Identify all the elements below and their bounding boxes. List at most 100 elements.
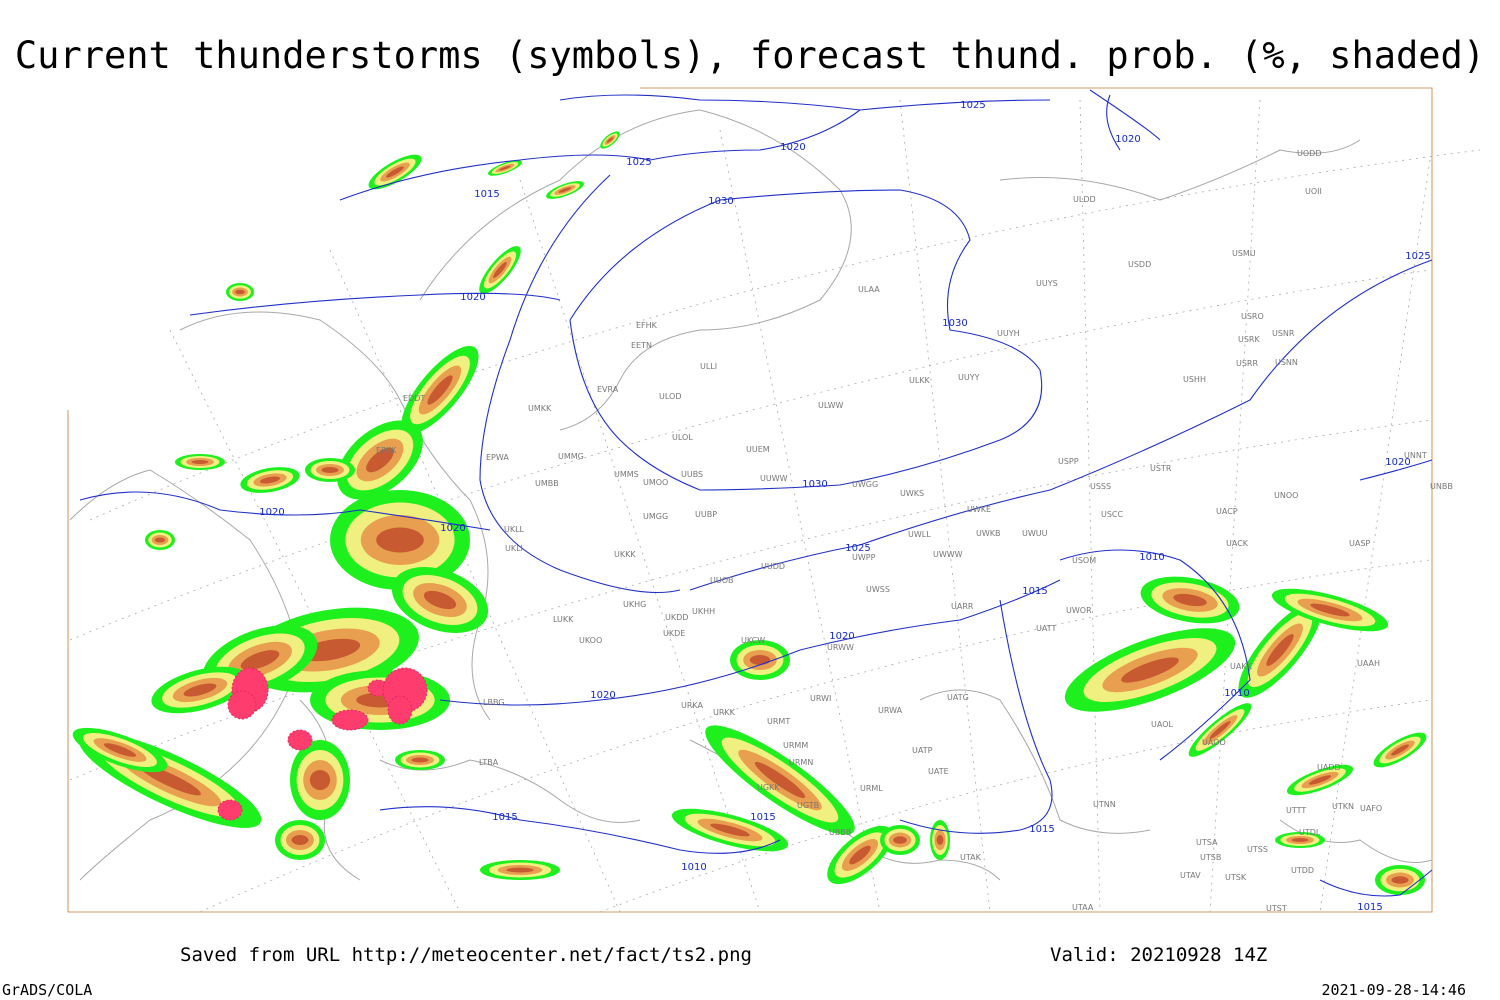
station-label: UKLL — [504, 525, 525, 534]
station-label: UMMG — [558, 452, 584, 461]
isobar-label: 1020 — [590, 690, 615, 701]
station-label: UUBS — [681, 470, 703, 479]
station-label: UKDD — [665, 613, 688, 622]
storm-symbol — [227, 690, 257, 720]
shade-area — [710, 823, 750, 837]
station-label: UAOL — [1151, 720, 1173, 729]
station-label: UNBB — [1430, 482, 1453, 491]
shade-area — [1209, 721, 1231, 739]
station-label: UWOR — [1066, 606, 1092, 615]
station-label: UUDD — [761, 562, 785, 571]
station-label: USRO — [1241, 312, 1264, 321]
timestamp: 2021-09-28-14:46 — [1322, 981, 1467, 999]
station-label: UACK — [1226, 539, 1249, 548]
station-label: LUKK — [553, 615, 574, 624]
station-label: UKLI — [505, 544, 523, 553]
shade-area — [183, 683, 217, 697]
station-label: UAFO — [1360, 804, 1382, 813]
shade-area — [1266, 634, 1294, 666]
shade-area — [427, 375, 453, 405]
shade-area — [936, 835, 944, 845]
storm-symbol — [217, 799, 243, 821]
station-label: UKCW — [741, 636, 765, 645]
map-labels: 1025 1020 1025 1015 1030 1020 1025 1020 1030 1030… — [259, 100, 1453, 913]
station-label: UUBP — [695, 510, 717, 519]
shade-area — [291, 835, 309, 845]
station-label: LTBA — [479, 758, 499, 767]
station-label: URWA — [878, 706, 903, 715]
shade-area — [849, 845, 871, 865]
shade-area — [154, 537, 166, 543]
storm-symbol — [287, 729, 313, 751]
station-label: UODD — [1297, 149, 1321, 158]
station-label: UASP — [1349, 539, 1370, 548]
isobar-label: 1015 — [1029, 824, 1054, 835]
shade-area — [1121, 657, 1179, 683]
station-label: EVRA — [597, 385, 619, 394]
station-label: ULOL — [672, 433, 693, 442]
shade-area — [376, 527, 424, 553]
map-title: Current thunderstorms (symbols), forecas… — [15, 34, 1485, 77]
station-label: USMU — [1232, 249, 1256, 258]
station-label: USNR — [1272, 329, 1295, 338]
shade-area — [1291, 838, 1309, 842]
shade-area — [259, 476, 281, 484]
isobar-label: 1020 — [460, 292, 485, 303]
station-label: UMGG — [643, 512, 668, 521]
station-label: ULLI — [700, 362, 717, 371]
isobar-label: 1020 — [1385, 457, 1410, 468]
isobar-label: 1020 — [1115, 134, 1140, 145]
shade-area — [240, 650, 280, 670]
isobar-label: 1030 — [708, 196, 733, 207]
isobar-label: 1020 — [259, 507, 284, 518]
station-label: ULAA — [858, 285, 880, 294]
station-label: URKK — [713, 708, 736, 717]
station-label: UUYH — [997, 329, 1020, 338]
station-label: UAKK — [1230, 662, 1253, 671]
shade-area — [749, 655, 771, 665]
station-label: UUEM — [746, 445, 770, 454]
station-label: URMM — [783, 741, 808, 750]
shade-area — [366, 447, 394, 473]
station-label: UATP — [912, 746, 933, 755]
isobar-label: 1020 — [829, 631, 854, 642]
shade-area — [754, 761, 806, 799]
station-label: UWKE — [967, 505, 991, 514]
shade-area — [493, 262, 507, 278]
shade-area — [1308, 775, 1332, 785]
station-label: UUOB — [710, 576, 734, 585]
station-label: UTDL — [1299, 828, 1321, 837]
station-label: UAAH — [1357, 659, 1380, 668]
station-label: UTAV — [1180, 871, 1201, 880]
station-label: URMN — [789, 758, 813, 767]
shade-area — [506, 867, 534, 873]
isobar-label: 1020 — [780, 142, 805, 153]
station-label: LBBG — [483, 698, 505, 707]
station-label: UMOO — [643, 478, 668, 487]
station-label: UBBB — [829, 828, 851, 837]
station-label: ULDD — [1073, 195, 1096, 204]
shade-area — [1391, 744, 1409, 756]
station-label: UKDE — [663, 629, 685, 638]
shade-area — [386, 166, 404, 178]
station-label: UWKS — [900, 489, 924, 498]
shade-area — [1310, 603, 1350, 617]
shade-area — [558, 187, 572, 193]
shade-area — [1391, 876, 1409, 884]
station-label: UKHH — [692, 607, 715, 616]
station-label: USSS — [1090, 482, 1111, 491]
isobar-label: 1015 — [750, 812, 775, 823]
station-label: UOII — [1305, 187, 1322, 196]
station-label: USRK — [1238, 335, 1260, 344]
station-label: UWUU — [1022, 529, 1048, 538]
station-label: UMKK — [528, 404, 552, 413]
isobar-label: 1025 — [1405, 251, 1430, 262]
station-label: UGTB — [797, 801, 819, 810]
map-frame — [67, 87, 1433, 913]
station-label: USRR — [1236, 359, 1258, 368]
station-label: UMMS — [614, 470, 639, 479]
station-label: UAOO — [1202, 738, 1226, 747]
station-label: UWGG — [852, 480, 878, 489]
isobar-label: 1025 — [960, 100, 985, 111]
